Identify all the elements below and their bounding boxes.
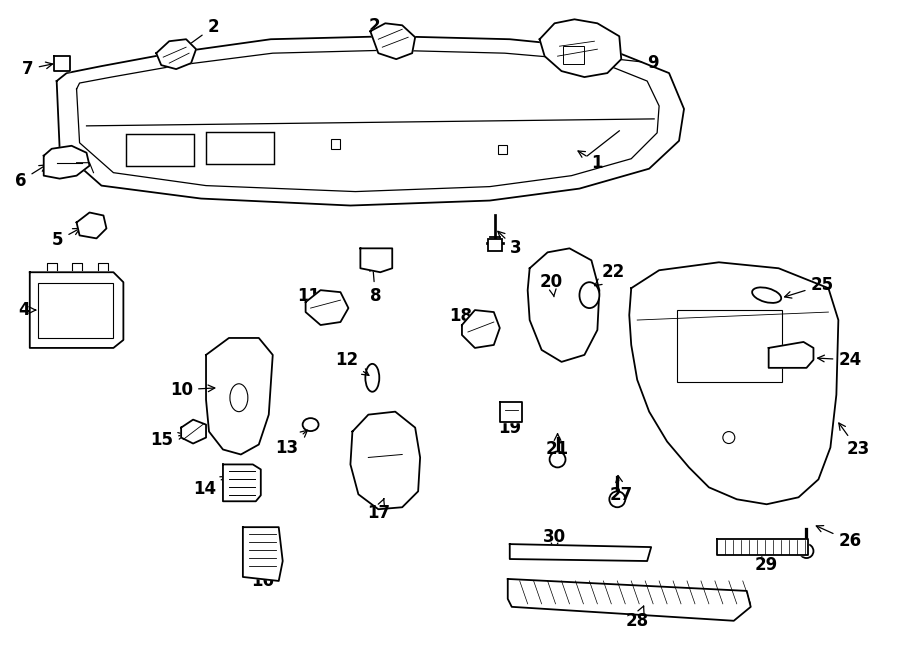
- Bar: [330, 139, 340, 149]
- Text: 20: 20: [540, 273, 563, 297]
- Text: 7: 7: [22, 60, 52, 78]
- Polygon shape: [370, 23, 415, 59]
- Text: 8: 8: [370, 264, 381, 305]
- Text: 3: 3: [498, 231, 521, 257]
- Text: 14: 14: [193, 477, 228, 498]
- Text: 27: 27: [609, 475, 633, 504]
- Text: 19: 19: [499, 412, 521, 436]
- Text: 10: 10: [170, 381, 215, 399]
- Text: 26: 26: [816, 525, 861, 550]
- Text: 25: 25: [785, 276, 833, 298]
- Text: 21: 21: [546, 434, 569, 459]
- Bar: [677, 310, 781, 382]
- Text: 22: 22: [595, 263, 625, 286]
- Polygon shape: [44, 146, 89, 178]
- Text: 30: 30: [543, 528, 566, 550]
- Text: 12: 12: [336, 351, 369, 375]
- Polygon shape: [540, 19, 621, 77]
- Ellipse shape: [230, 384, 248, 412]
- Polygon shape: [350, 412, 420, 509]
- Text: 2: 2: [369, 17, 390, 37]
- Polygon shape: [157, 39, 196, 69]
- Polygon shape: [54, 56, 69, 71]
- Text: 6: 6: [15, 165, 46, 190]
- Text: 9: 9: [549, 49, 659, 72]
- Ellipse shape: [580, 282, 599, 308]
- Circle shape: [799, 544, 814, 558]
- Ellipse shape: [302, 418, 319, 431]
- Text: 16: 16: [251, 563, 274, 590]
- Polygon shape: [76, 212, 106, 239]
- Polygon shape: [30, 272, 123, 348]
- Polygon shape: [527, 249, 599, 362]
- Bar: [206, 132, 274, 164]
- Polygon shape: [462, 310, 500, 348]
- Polygon shape: [769, 342, 814, 368]
- Bar: [126, 134, 194, 166]
- Bar: [38, 283, 113, 338]
- Text: 24: 24: [817, 351, 861, 369]
- Text: 29: 29: [755, 549, 778, 574]
- Text: 15: 15: [150, 430, 185, 449]
- Polygon shape: [500, 402, 522, 422]
- Polygon shape: [508, 579, 751, 621]
- Text: 17: 17: [366, 498, 390, 522]
- Text: 18: 18: [449, 307, 472, 331]
- Polygon shape: [360, 249, 392, 272]
- Circle shape: [609, 491, 626, 507]
- Text: 1: 1: [578, 151, 603, 172]
- Text: 5: 5: [52, 229, 80, 249]
- Polygon shape: [629, 262, 839, 504]
- Ellipse shape: [365, 364, 379, 392]
- Bar: [488, 239, 502, 251]
- Polygon shape: [181, 420, 206, 444]
- Polygon shape: [306, 290, 348, 325]
- Text: 23: 23: [839, 423, 869, 459]
- Polygon shape: [717, 539, 808, 555]
- Bar: [562, 46, 584, 64]
- Polygon shape: [509, 544, 652, 561]
- Text: 11: 11: [297, 287, 320, 309]
- Polygon shape: [57, 36, 684, 206]
- Bar: [498, 145, 507, 154]
- Polygon shape: [223, 465, 261, 501]
- Circle shape: [550, 451, 565, 467]
- Polygon shape: [206, 338, 273, 455]
- Polygon shape: [243, 527, 283, 581]
- Ellipse shape: [752, 288, 781, 303]
- Text: 2: 2: [176, 19, 219, 54]
- Text: 28: 28: [626, 606, 649, 630]
- Text: 13: 13: [275, 430, 308, 457]
- Text: 4: 4: [18, 301, 36, 319]
